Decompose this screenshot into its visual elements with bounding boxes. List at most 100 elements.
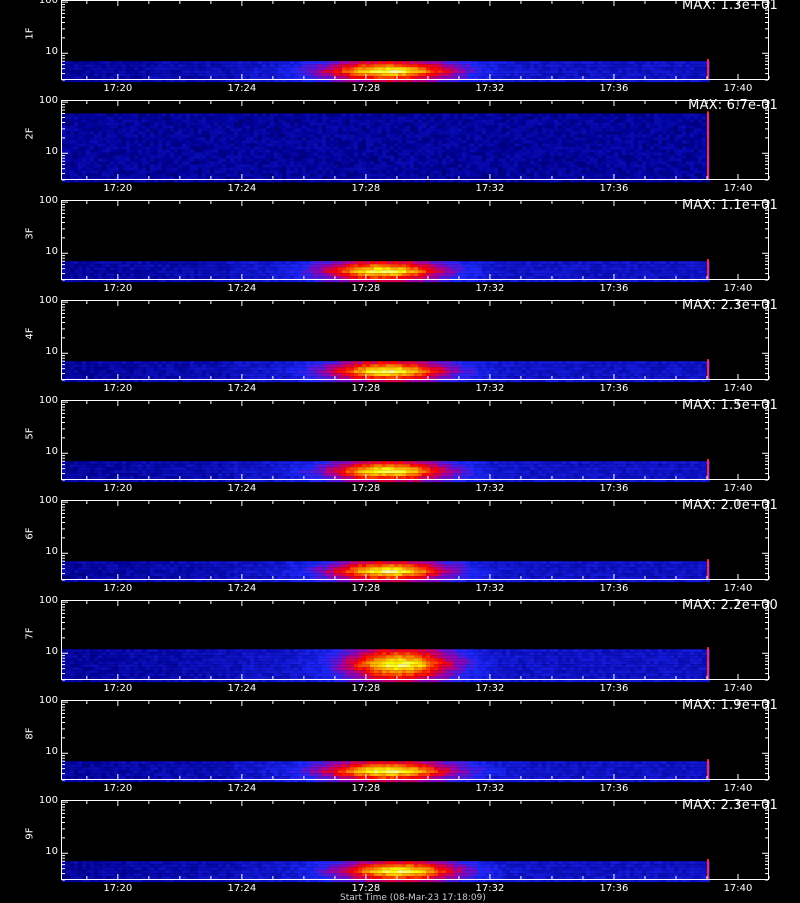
x-tick-label: 17:36: [594, 483, 634, 494]
heatmap-cells: [62, 113, 710, 182]
data-end-marker: [707, 111, 709, 180]
x-axis-title: Start Time (08-Mar-23 17:18:09): [340, 893, 486, 903]
x-tick-label: 17:40: [718, 83, 758, 94]
x-tick-label: 17:40: [718, 383, 758, 394]
y-tick-label: 100: [28, 95, 58, 106]
y-tick-label: 10: [28, 46, 58, 57]
x-tick-label: 17:20: [98, 583, 138, 594]
x-tick-label: 17:24: [222, 583, 262, 594]
x-tick-label: 17:40: [718, 683, 758, 694]
x-tick-label: 17:32: [470, 783, 510, 794]
x-tick-label: 17:36: [594, 683, 634, 694]
x-tick-label: 17:28: [346, 583, 386, 594]
x-tick-label: 17:28: [346, 783, 386, 794]
x-tick-label: 17:36: [594, 783, 634, 794]
heatmap-cells: [62, 649, 710, 682]
y-tick-label: 100: [28, 495, 58, 506]
y-tick-label: 100: [28, 695, 58, 706]
x-tick-label: 17:36: [594, 283, 634, 294]
x-tick-label: 17:32: [470, 83, 510, 94]
x-tick-label: 17:28: [346, 283, 386, 294]
max-label: MAX: 1.1e+01: [682, 198, 778, 213]
y-axis-label: 7F: [25, 624, 36, 644]
y-tick-label: 100: [28, 0, 58, 6]
x-tick-label: 17:28: [346, 83, 386, 94]
max-label: MAX: 6.7e-01: [688, 98, 778, 113]
y-tick-label: 100: [28, 395, 58, 406]
x-tick-label: 17:28: [346, 483, 386, 494]
x-tick-label: 17:20: [98, 483, 138, 494]
x-tick-label: 17:40: [718, 583, 758, 594]
x-tick-label: 17:24: [222, 683, 262, 694]
y-tick-label: 10: [28, 246, 58, 257]
y-axis-label: 9F: [25, 824, 36, 844]
x-tick-label: 17:24: [222, 483, 262, 494]
x-tick-label: 17:24: [222, 83, 262, 94]
y-tick-label: 10: [28, 546, 58, 557]
x-tick-label: 17:32: [470, 183, 510, 194]
x-tick-label: 17:20: [98, 783, 138, 794]
x-tick-label: 17:32: [470, 483, 510, 494]
y-tick-label: 10: [28, 346, 58, 357]
max-label: MAX: 2.0e+01: [682, 498, 778, 513]
x-tick-label: 17:36: [594, 583, 634, 594]
x-tick-label: 17:20: [98, 283, 138, 294]
x-tick-label: 17:24: [222, 283, 262, 294]
x-tick-label: 17:24: [222, 783, 262, 794]
x-tick-label: 17:36: [594, 83, 634, 94]
x-tick-label: 17:20: [98, 83, 138, 94]
y-axis-label: 3F: [25, 224, 36, 244]
x-tick-label: 17:36: [594, 883, 634, 894]
y-axis-label: 6F: [25, 524, 36, 544]
y-axis-label: 4F: [25, 324, 36, 344]
x-tick-label: 17:28: [346, 683, 386, 694]
x-tick-label: 17:40: [718, 483, 758, 494]
x-tick-label: 17:32: [470, 383, 510, 394]
panel-1f: 10 100 17:20 17:24 17:28 17:32 17:36 17:40 1F MAX…: [0, 0, 800, 100]
max-label: MAX: 2.3e+01: [682, 798, 778, 813]
x-tick-label: 17:28: [346, 183, 386, 194]
y-tick-label: 10: [28, 446, 58, 457]
x-tick-label: 17:40: [718, 183, 758, 194]
x-tick-label: 17:20: [98, 683, 138, 694]
y-tick-label: 10: [28, 846, 58, 857]
y-axis-label: 1F: [25, 24, 36, 44]
y-tick-label: 100: [28, 295, 58, 306]
y-tick-label: 10: [28, 146, 58, 157]
x-tick-label: 17:40: [718, 883, 758, 894]
x-tick-label: 17:32: [470, 583, 510, 594]
max-label: MAX: 1.3e+01: [682, 0, 778, 13]
y-tick-label: 100: [28, 595, 58, 606]
x-tick-label: 17:20: [98, 183, 138, 194]
y-tick-label: 10: [28, 746, 58, 757]
y-axis-label: 5F: [25, 424, 36, 444]
max-label: MAX: 2.2e+00: [682, 598, 778, 613]
x-tick-label: 17:32: [470, 683, 510, 694]
y-axis-label: 2F: [25, 124, 36, 144]
y-tick-label: 10: [28, 646, 58, 657]
x-tick-label: 17:36: [594, 383, 634, 394]
x-tick-label: 17:24: [222, 183, 262, 194]
y-tick-label: 100: [28, 195, 58, 206]
x-tick-label: 17:32: [470, 283, 510, 294]
y-tick-label: 100: [28, 795, 58, 806]
max-label: MAX: 1.5e+01: [682, 398, 778, 413]
x-tick-label: 17:20: [98, 383, 138, 394]
x-tick-label: 17:24: [222, 383, 262, 394]
x-tick-label: 17:40: [718, 283, 758, 294]
x-tick-label: 17:24: [222, 883, 262, 894]
x-tick-label: 17:40: [718, 783, 758, 794]
x-tick-label: 17:36: [594, 183, 634, 194]
y-axis-label: 8F: [25, 724, 36, 744]
x-tick-label: 17:20: [98, 883, 138, 894]
data-end-marker: [707, 647, 709, 680]
x-tick-label: 17:28: [346, 383, 386, 394]
